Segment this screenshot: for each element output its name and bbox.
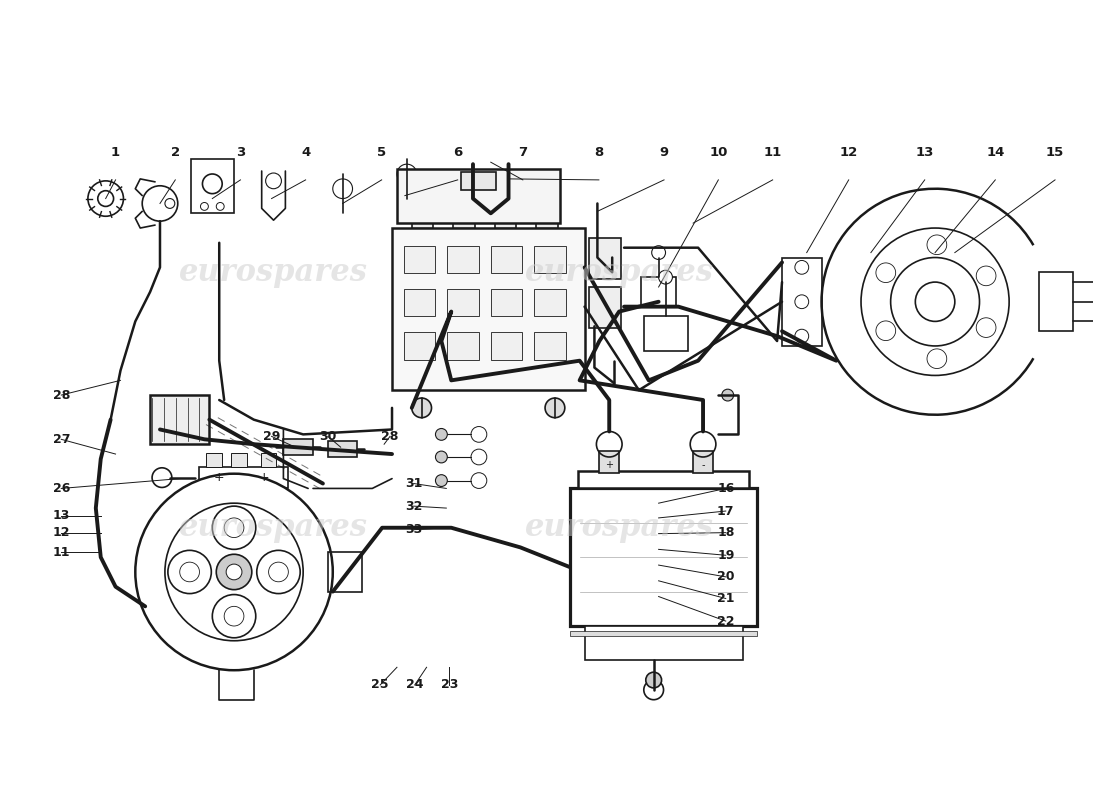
Text: 5: 5 — [377, 146, 386, 159]
Bar — [199, 467, 288, 489]
Text: +: + — [258, 471, 270, 484]
Bar — [584, 626, 742, 660]
Text: 32: 32 — [405, 500, 422, 513]
Bar — [535, 289, 565, 317]
Circle shape — [651, 246, 666, 259]
Bar — [404, 289, 436, 317]
Text: 26: 26 — [53, 482, 70, 495]
Bar — [448, 332, 478, 360]
Circle shape — [411, 398, 431, 418]
Bar — [404, 332, 436, 360]
Bar — [1038, 272, 1074, 331]
Text: +: + — [605, 460, 613, 470]
Bar — [328, 552, 362, 592]
Text: 4: 4 — [301, 146, 310, 159]
Text: 7: 7 — [518, 146, 527, 159]
Bar — [397, 169, 560, 223]
Bar — [190, 159, 234, 214]
Text: eurospares: eurospares — [179, 512, 368, 543]
Bar — [461, 172, 496, 190]
Text: eurospares: eurospares — [525, 512, 714, 543]
Circle shape — [227, 564, 242, 580]
Bar — [150, 395, 209, 444]
Bar — [411, 201, 433, 228]
Text: 8: 8 — [594, 146, 604, 159]
Bar — [570, 631, 757, 636]
Bar — [535, 332, 565, 360]
Text: 18: 18 — [717, 526, 735, 539]
Bar — [328, 442, 358, 457]
Circle shape — [546, 398, 564, 418]
Circle shape — [88, 181, 123, 216]
Bar — [392, 228, 584, 390]
Bar — [495, 201, 516, 228]
Circle shape — [436, 451, 448, 463]
Bar — [491, 289, 522, 317]
Bar — [448, 246, 478, 274]
Bar — [590, 238, 621, 279]
Text: 21: 21 — [717, 592, 735, 605]
Text: 14: 14 — [986, 146, 1004, 159]
Bar — [535, 246, 565, 274]
Text: 23: 23 — [441, 678, 458, 691]
Circle shape — [646, 672, 661, 688]
Bar — [207, 453, 222, 467]
Bar — [641, 277, 676, 306]
Text: 10: 10 — [710, 146, 727, 159]
Bar — [448, 289, 478, 317]
Text: 3: 3 — [235, 146, 245, 159]
Text: 17: 17 — [717, 505, 735, 518]
Circle shape — [135, 474, 333, 670]
Text: 30: 30 — [319, 430, 337, 443]
Text: 19: 19 — [717, 549, 735, 562]
Bar — [600, 451, 619, 473]
Text: 31: 31 — [405, 477, 422, 490]
Bar — [491, 246, 522, 274]
Text: 28: 28 — [382, 430, 398, 443]
Text: 13: 13 — [915, 146, 934, 159]
Text: +: + — [213, 471, 224, 484]
Text: 29: 29 — [263, 430, 280, 443]
Text: 25: 25 — [372, 678, 389, 691]
Bar — [404, 246, 436, 274]
Circle shape — [217, 554, 252, 590]
Text: 1: 1 — [111, 146, 120, 159]
Bar — [782, 258, 822, 346]
Text: 13: 13 — [53, 510, 70, 522]
Text: 11: 11 — [763, 146, 782, 159]
Text: 15: 15 — [1046, 146, 1064, 159]
Circle shape — [436, 474, 448, 486]
Text: 9: 9 — [660, 146, 669, 159]
Bar — [261, 453, 276, 467]
Text: 27: 27 — [53, 433, 70, 446]
Text: 6: 6 — [453, 146, 462, 159]
Bar — [693, 451, 713, 473]
Bar — [231, 453, 246, 467]
Bar — [491, 332, 522, 360]
Circle shape — [722, 389, 734, 401]
Bar — [570, 489, 757, 626]
Bar — [644, 317, 689, 351]
Text: 16: 16 — [717, 482, 735, 495]
Text: -: - — [702, 460, 705, 470]
Text: 33: 33 — [405, 523, 422, 536]
Circle shape — [436, 429, 448, 440]
Text: 22: 22 — [717, 614, 735, 627]
Text: 28: 28 — [53, 389, 70, 402]
Bar — [284, 439, 314, 455]
Circle shape — [659, 270, 672, 284]
Bar — [468, 174, 507, 198]
Bar — [536, 201, 558, 228]
Text: 12: 12 — [53, 526, 70, 539]
Text: eurospares: eurospares — [525, 257, 714, 288]
Bar — [578, 470, 749, 489]
Text: 2: 2 — [170, 146, 180, 159]
Text: 11: 11 — [53, 546, 70, 559]
Text: 20: 20 — [717, 570, 735, 583]
Bar — [453, 201, 475, 228]
Text: 12: 12 — [839, 146, 858, 159]
Bar — [590, 287, 621, 328]
Text: 24: 24 — [406, 678, 424, 691]
Text: eurospares: eurospares — [179, 257, 368, 288]
